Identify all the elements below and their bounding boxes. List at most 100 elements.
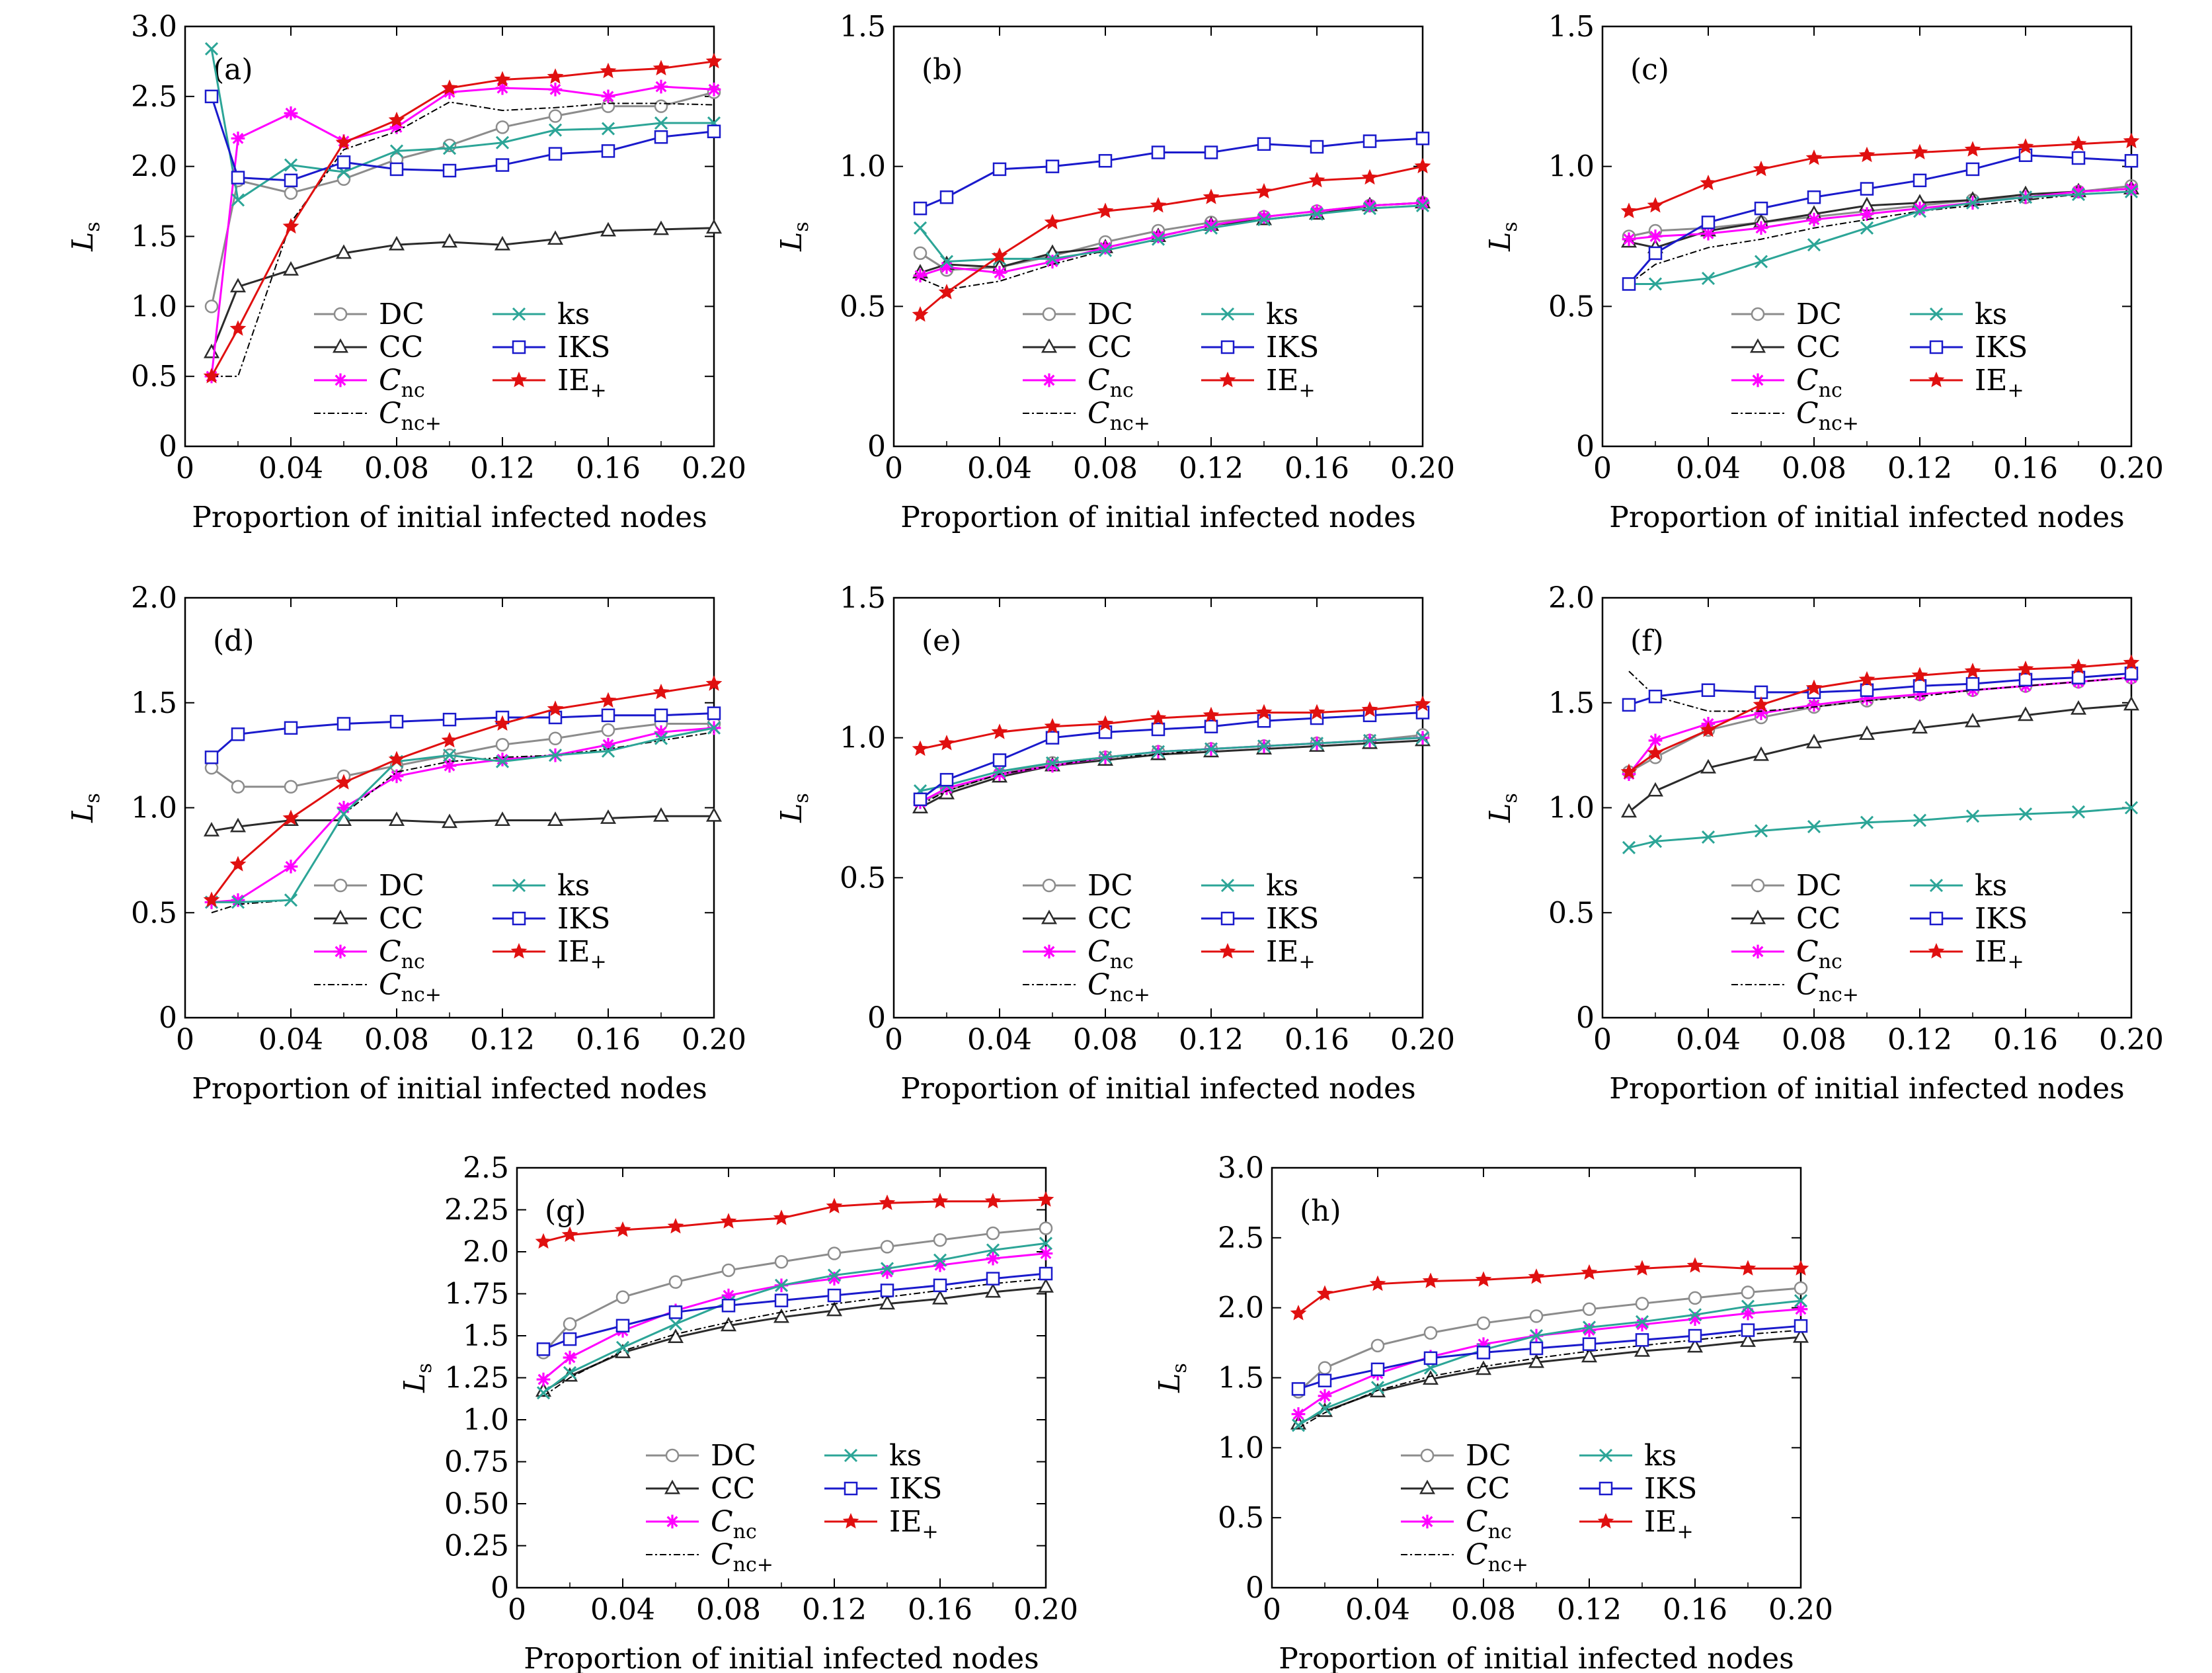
data-point: [1204, 719, 1218, 733]
legend-label-sub: +: [1299, 950, 1316, 973]
data-point: [1792, 1260, 1809, 1276]
data-point: [1741, 1306, 1755, 1321]
data-point: [563, 1350, 577, 1365]
legend-label-main: IKS: [1975, 331, 2028, 364]
series-line: [543, 1242, 1047, 1394]
data-point: [1753, 746, 1770, 761]
y-tick-label: 0: [491, 1571, 509, 1605]
legend-marker: [1042, 944, 1056, 959]
data-point: [1648, 835, 1663, 848]
data-point: [1150, 196, 1167, 213]
data-point: [535, 1233, 552, 1249]
data-point: [442, 712, 457, 727]
legend-marker: [1928, 942, 1945, 959]
legend-label-sub: nc+: [401, 983, 442, 1006]
data-point: [879, 1295, 896, 1310]
legend-label-main: ks: [557, 869, 590, 903]
data-point: [1965, 809, 1980, 823]
data-point: [1097, 715, 1114, 731]
data-point: [1529, 1309, 1544, 1323]
data-point: [705, 675, 723, 691]
legend-label-main: C: [1087, 968, 1110, 1002]
data-point: [1860, 692, 1874, 706]
series-IKS: [1622, 148, 2139, 291]
x-tick-label: 0.04: [967, 1023, 1032, 1057]
data-point: [1805, 149, 1823, 165]
data-point: [601, 708, 615, 723]
data-point: [721, 1263, 736, 1278]
legend-label-main: IKS: [1266, 331, 1319, 364]
data-point: [939, 772, 954, 787]
data-point: [1807, 820, 1821, 834]
data-point: [548, 731, 563, 745]
legend-label-main: C: [1087, 397, 1110, 430]
x-tick-label: 0.12: [1887, 452, 1952, 485]
y-tick-label: 0: [159, 430, 177, 464]
legend-label: ks: [557, 869, 590, 903]
data-point: [1858, 671, 1876, 687]
data-point: [654, 99, 668, 113]
y-tick-label: 1.5: [131, 220, 177, 254]
y-tick-label: 3.0: [131, 10, 177, 44]
legend-label: CC: [1087, 331, 1132, 364]
data-point: [561, 1226, 578, 1243]
data-point: [1805, 733, 1823, 749]
series-CC: [1290, 1328, 1809, 1430]
legend-label: IKS: [1975, 902, 2028, 936]
data-point: [1648, 689, 1663, 704]
legend-label-main: IE: [557, 364, 590, 397]
data-point: [563, 1317, 577, 1331]
x-tick-label: 0.20: [1013, 1593, 1078, 1627]
data-point: [548, 147, 563, 161]
x-tick-label: 0.12: [1179, 452, 1244, 485]
x-axis-label: Proportion of initial infected nodes: [524, 1642, 1039, 1673]
data-point: [1098, 153, 1113, 168]
data-point: [721, 1299, 736, 1313]
data-point: [933, 1233, 947, 1247]
data-point: [1647, 196, 1664, 213]
data-point: [1257, 210, 1271, 224]
data-point: [1414, 157, 1431, 174]
data-point: [204, 300, 219, 313]
legend-label: Cnc: [1087, 935, 1134, 973]
legend-label: CC: [1796, 331, 1840, 364]
x-tick-label: 0.20: [682, 452, 746, 485]
legend-marker: [665, 1514, 680, 1529]
legend-label-main: IE: [557, 935, 590, 969]
data-point: [1858, 146, 1876, 163]
legend-label-main: CC: [1087, 331, 1132, 364]
data-point: [1475, 1271, 1492, 1287]
data-point: [986, 1272, 1000, 1285]
data-point: [707, 82, 721, 97]
data-point: [1860, 221, 1874, 235]
data-point: [1622, 277, 1636, 291]
series-line: [1298, 1325, 1801, 1390]
data-point: [231, 193, 245, 207]
data-point: [495, 81, 510, 95]
legend-label-main: ks: [1975, 869, 2007, 903]
data-point: [1911, 143, 1928, 160]
y-tick-label: 0.5: [840, 290, 886, 323]
legend-label-main: ks: [557, 298, 590, 331]
legend-marker: [1929, 911, 1944, 926]
data-point: [1620, 763, 1638, 780]
chart-panel: 0 0.04 0.08 0.12 0.16 0.20 0 0.5 1.0 1.5 2.0 Propor…: [66, 581, 746, 1106]
y-tick-label: 0.75: [444, 1446, 509, 1479]
data-point: [1098, 751, 1113, 764]
legend-label-main: ks: [1266, 869, 1298, 903]
data-point: [441, 233, 458, 248]
series-IEplus: [912, 157, 1431, 322]
legend-label-sub: nc+: [1488, 1553, 1528, 1576]
legend-label: Cnc+: [1466, 1538, 1528, 1576]
legend-label: CC: [379, 331, 423, 364]
legend-label: CC: [711, 1472, 755, 1506]
data-point: [388, 751, 405, 766]
data-point: [1794, 1319, 1808, 1333]
legend-marker: [665, 1448, 680, 1463]
legend-label-main: C: [1796, 397, 1819, 430]
y-tick-label: 1.5: [1548, 686, 1595, 720]
x-axis-label: Proportion of initial infected nodes: [1279, 1642, 1794, 1673]
series-line: [1298, 1329, 1801, 1429]
x-tick-label: 0.04: [1676, 452, 1741, 485]
